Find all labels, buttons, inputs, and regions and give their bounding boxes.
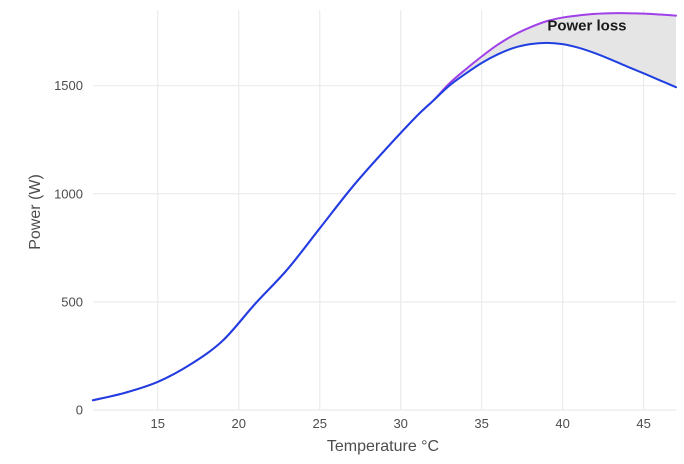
y-axis-label: Power (W) [27, 174, 44, 250]
x-tick-label: 35 [474, 416, 488, 431]
y-tick-label: 500 [61, 294, 83, 309]
power-loss-annotation: Power loss [547, 18, 626, 35]
power-loss-area [449, 13, 676, 88]
lower-series-line [92, 41, 677, 402]
x-tick-label: 45 [636, 416, 650, 431]
y-tick-label: 1000 [54, 186, 83, 201]
y-tick-label: 0 [76, 403, 83, 418]
x-tick-label: 30 [393, 416, 407, 431]
y-axis-ticks: 0 500 1000 1500 [54, 78, 83, 417]
x-tick-label: 25 [312, 416, 326, 431]
grid [93, 10, 676, 411]
y-tick-label: 1500 [54, 78, 83, 93]
x-axis-label: Temperature °C [327, 438, 439, 455]
x-tick-label: 15 [151, 416, 165, 431]
x-axis-ticks: 15 20 25 30 35 40 45 [151, 416, 651, 431]
series-layer [92, 12, 677, 402]
upper-series-line [92, 12, 677, 402]
x-tick-label: 40 [555, 416, 569, 431]
x-tick-label: 20 [232, 416, 246, 431]
